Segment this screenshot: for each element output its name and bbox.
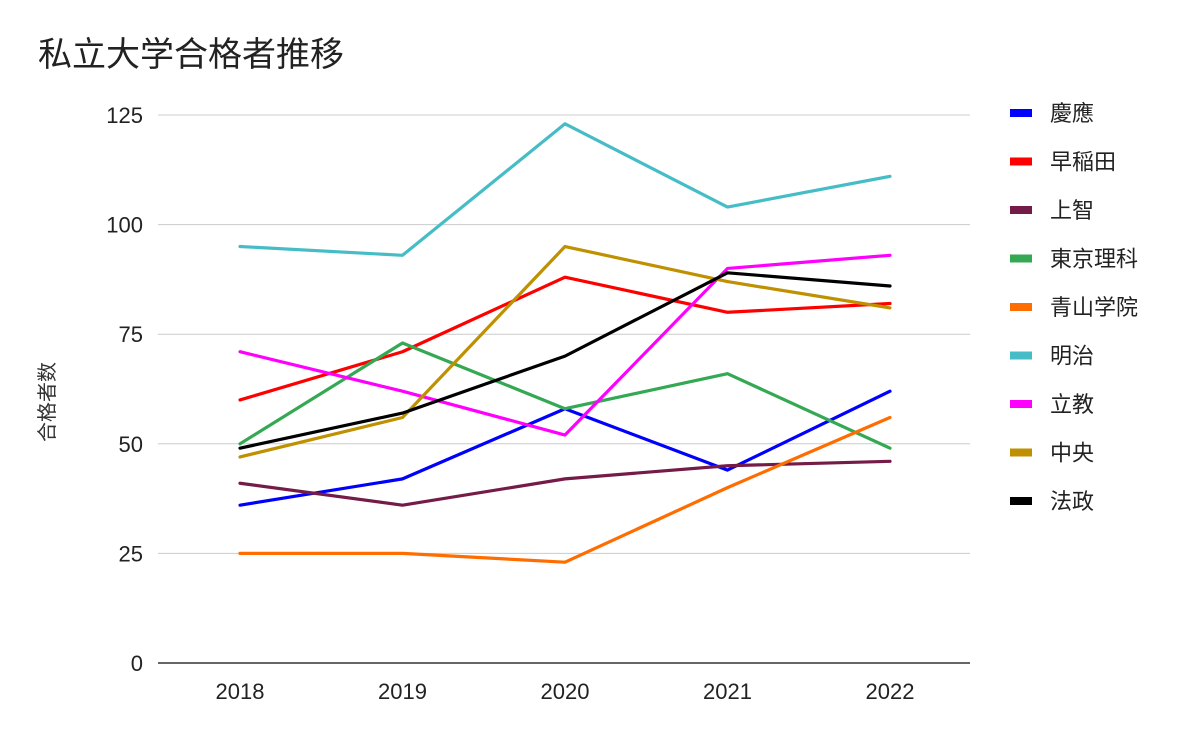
legend-swatch	[1010, 303, 1032, 311]
legend-label: 慶應	[1050, 101, 1094, 127]
legend-swatch	[1010, 448, 1032, 457]
legend-label: 中央	[1050, 442, 1094, 467]
legend-swatch	[1010, 400, 1032, 408]
y-tick-label: 25	[119, 541, 143, 566]
series-line-8	[238, 244, 892, 459]
series-lines	[238, 122, 892, 564]
series-line-2	[238, 275, 892, 402]
series-line-9	[238, 271, 892, 450]
y-tick-label: 125	[106, 103, 143, 128]
x-tick-label: 2022	[866, 679, 915, 704]
series-line-3	[238, 459, 892, 507]
legend-label: 法政	[1050, 490, 1094, 515]
y-tick-label: 100	[106, 213, 143, 238]
chart-title: 私立大学合格者推移	[38, 35, 344, 75]
x-tick-labels: 2018 2019 2020 2021 2022	[216, 679, 915, 704]
x-tick-label: 2018	[216, 679, 265, 704]
legend-label: 明治	[1050, 345, 1094, 370]
y-tick-label: 75	[119, 322, 143, 347]
legend-label: 東京理科	[1050, 248, 1138, 273]
y-tick-label: 0	[131, 651, 143, 676]
legend-swatch	[1010, 109, 1032, 117]
y-axis-label: 合格者数	[35, 362, 59, 442]
y-tick-label: 50	[119, 432, 143, 457]
legend-swatch	[1010, 206, 1032, 214]
legend-swatch	[1010, 157, 1032, 166]
series-line-5	[238, 415, 892, 564]
y-tick-labels: 0 25 50 75 100 125	[106, 103, 143, 676]
series-line-6	[238, 122, 892, 257]
x-tick-label: 2021	[703, 679, 752, 704]
legend-label: 上智	[1050, 199, 1094, 224]
x-tick-label: 2019	[378, 679, 427, 704]
legend-swatch	[1010, 351, 1032, 360]
series-line-7	[238, 253, 892, 437]
legend-swatch	[1010, 254, 1032, 263]
legend-label: 立教	[1050, 393, 1094, 418]
x-tick-label: 2020	[541, 679, 590, 704]
legend-label: 早稲田	[1050, 151, 1116, 176]
legend-label: 青山学院	[1050, 296, 1138, 321]
legend-swatch	[1010, 497, 1032, 505]
